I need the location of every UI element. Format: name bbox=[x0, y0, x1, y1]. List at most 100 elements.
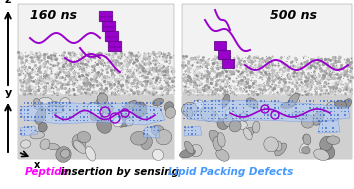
Polygon shape bbox=[143, 126, 160, 138]
Bar bbox=[160, 109, 162, 111]
Bar bbox=[204, 100, 206, 102]
Bar bbox=[97, 106, 99, 107]
Bar bbox=[132, 116, 134, 118]
Bar bbox=[34, 106, 36, 107]
Bar bbox=[187, 104, 188, 105]
Bar bbox=[184, 130, 186, 131]
Ellipse shape bbox=[264, 137, 278, 152]
Bar bbox=[204, 111, 206, 112]
Ellipse shape bbox=[326, 102, 335, 109]
Bar bbox=[146, 113, 148, 114]
Bar bbox=[232, 118, 234, 119]
Bar bbox=[264, 114, 265, 116]
Bar bbox=[34, 120, 36, 121]
Ellipse shape bbox=[240, 113, 249, 121]
Bar bbox=[260, 118, 262, 119]
Bar bbox=[154, 126, 155, 128]
Ellipse shape bbox=[201, 108, 215, 121]
Bar bbox=[306, 114, 307, 116]
Bar bbox=[48, 106, 50, 107]
Bar bbox=[344, 100, 346, 102]
Bar bbox=[69, 106, 71, 107]
Bar bbox=[66, 116, 67, 118]
Bar bbox=[66, 113, 67, 114]
Bar bbox=[80, 120, 81, 121]
Bar bbox=[157, 113, 158, 114]
Bar bbox=[194, 114, 195, 116]
Ellipse shape bbox=[302, 147, 310, 154]
Bar bbox=[334, 118, 335, 119]
Bar bbox=[20, 133, 22, 135]
Bar bbox=[250, 118, 251, 119]
Bar bbox=[194, 118, 195, 119]
Bar bbox=[236, 114, 237, 116]
Bar bbox=[147, 130, 148, 131]
Bar bbox=[69, 102, 71, 104]
Bar bbox=[182, 4, 352, 95]
Ellipse shape bbox=[49, 102, 61, 112]
Bar bbox=[153, 102, 155, 104]
Bar bbox=[52, 116, 53, 118]
FancyBboxPatch shape bbox=[222, 59, 235, 69]
Bar bbox=[264, 104, 265, 105]
Bar bbox=[190, 118, 192, 119]
Bar bbox=[27, 120, 29, 121]
Ellipse shape bbox=[303, 134, 310, 142]
Bar bbox=[136, 102, 137, 104]
Ellipse shape bbox=[131, 131, 147, 145]
Bar bbox=[87, 106, 88, 107]
Bar bbox=[278, 107, 279, 109]
Bar bbox=[194, 100, 195, 102]
Bar bbox=[330, 114, 332, 116]
Bar bbox=[267, 111, 269, 112]
Bar bbox=[327, 100, 328, 102]
Bar bbox=[337, 118, 339, 119]
Bar bbox=[320, 100, 321, 102]
Bar bbox=[267, 118, 269, 119]
Bar bbox=[41, 109, 43, 111]
Bar bbox=[232, 104, 234, 105]
Bar bbox=[215, 111, 216, 112]
Bar bbox=[222, 107, 223, 109]
Ellipse shape bbox=[35, 108, 46, 124]
Bar bbox=[197, 111, 199, 112]
Bar bbox=[323, 107, 325, 109]
Bar bbox=[150, 126, 152, 128]
Ellipse shape bbox=[209, 130, 222, 145]
Text: x: x bbox=[34, 160, 40, 170]
Ellipse shape bbox=[288, 93, 299, 106]
Bar bbox=[24, 133, 25, 135]
Bar bbox=[34, 102, 36, 104]
Bar bbox=[118, 116, 120, 118]
Bar bbox=[87, 120, 88, 121]
Bar bbox=[322, 124, 323, 125]
Bar bbox=[38, 106, 39, 107]
Bar bbox=[24, 102, 25, 104]
Polygon shape bbox=[318, 120, 340, 133]
Bar bbox=[325, 127, 327, 129]
Bar bbox=[274, 107, 276, 109]
Polygon shape bbox=[184, 126, 202, 136]
Bar bbox=[323, 100, 325, 102]
Bar bbox=[27, 116, 29, 118]
Bar bbox=[143, 130, 145, 131]
Bar bbox=[157, 120, 158, 121]
Bar bbox=[160, 120, 162, 121]
Bar bbox=[218, 111, 220, 112]
Bar bbox=[90, 113, 92, 114]
Bar bbox=[264, 118, 265, 119]
Bar bbox=[90, 106, 92, 107]
Bar bbox=[313, 100, 314, 102]
Bar bbox=[90, 102, 92, 104]
Bar bbox=[94, 106, 95, 107]
Bar bbox=[288, 100, 290, 102]
Bar bbox=[52, 106, 53, 107]
Bar bbox=[257, 111, 258, 112]
Bar bbox=[129, 116, 130, 118]
Bar bbox=[34, 130, 36, 131]
Ellipse shape bbox=[125, 118, 133, 126]
Bar bbox=[108, 120, 109, 121]
Bar bbox=[41, 106, 43, 107]
Bar bbox=[337, 107, 339, 109]
Bar bbox=[24, 116, 25, 118]
